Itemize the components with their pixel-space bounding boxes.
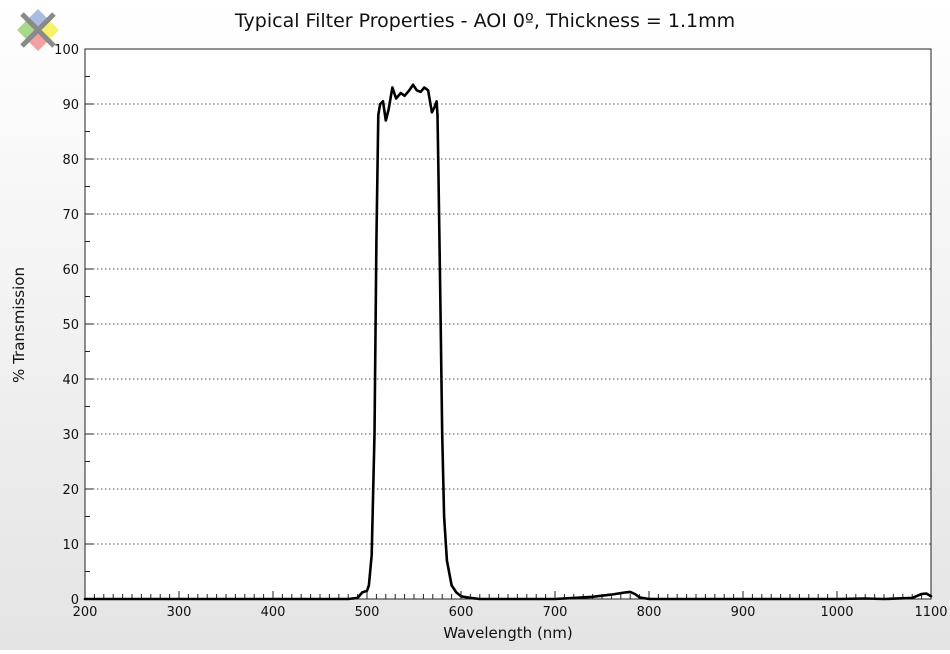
y-tick-label: 60 [62, 263, 79, 278]
x-logo-icon [17, 9, 59, 51]
x-tick-label: 600 [449, 605, 474, 620]
x-axis-label: Wavelength (nm) [443, 624, 573, 642]
plot-area: 0 10 20 30 40 50 60 70 80 90 100 200 300 400 500 600 700… [54, 43, 947, 620]
x-tick-label: 800 [637, 605, 662, 620]
y-tick-label: 40 [62, 373, 79, 388]
y-tick-label: 0 [71, 593, 79, 608]
y-tick-label: 80 [62, 153, 79, 168]
chart-title: Typical Filter Properties - AOI 0º, Thic… [234, 10, 735, 32]
y-tick-label: 20 [62, 483, 79, 498]
logo-cross [20, 12, 56, 48]
series-line [83, 83, 933, 601]
x-tick-label: 900 [731, 605, 756, 620]
x-tick-label: 500 [355, 605, 380, 620]
y-tick-label: 100 [54, 43, 79, 58]
y-tick-label: 50 [62, 318, 79, 333]
x-tick-label: 1000 [820, 605, 853, 620]
x-tick-label: 300 [167, 605, 192, 620]
x-tick-label: 400 [261, 605, 286, 620]
x-tick-label: 200 [73, 605, 98, 620]
y-axis-label: % Transmission [10, 267, 28, 383]
x-tick-label: 700 [543, 605, 568, 620]
y-tick-label: 70 [62, 208, 79, 223]
y-tick-label: 30 [62, 428, 79, 443]
y-tick-label: 10 [62, 538, 79, 553]
plot-background [85, 49, 931, 599]
x-tick-label: 1100 [914, 605, 947, 620]
y-tick-label: 90 [62, 98, 79, 113]
